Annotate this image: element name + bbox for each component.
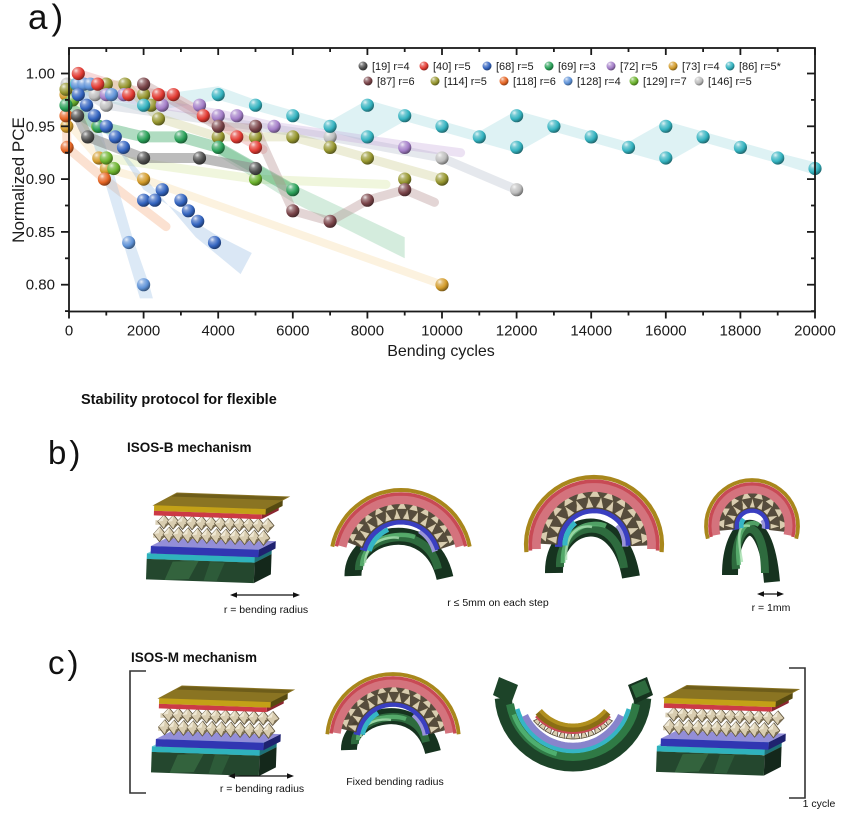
- svg-text:8000: 8000: [351, 323, 384, 340]
- svg-text:[72] r=5: [72] r=5: [620, 61, 658, 73]
- svg-text:c): c): [48, 644, 82, 681]
- svg-text:0.95: 0.95: [26, 118, 55, 135]
- svg-text:[128] r=4: [128] r=4: [577, 76, 621, 88]
- svg-text:[118] r=6: [118] r=6: [513, 76, 556, 88]
- svg-text:4000: 4000: [202, 323, 235, 340]
- svg-text:[114] r=5: [114] r=5: [444, 76, 487, 88]
- svg-text:[19] r=4: [19] r=4: [372, 61, 410, 73]
- svg-text:18000: 18000: [720, 323, 762, 340]
- svg-text:Stability protocol for flexibl: Stability protocol for flexible: [81, 392, 277, 408]
- svg-text:a): a): [28, 0, 67, 37]
- svg-text:Normalized PCE: Normalized PCE: [9, 117, 28, 243]
- svg-text:12000: 12000: [496, 323, 538, 340]
- svg-text:[146] r=5: [146] r=5: [708, 76, 752, 88]
- svg-text:r = bending radius: r = bending radius: [224, 604, 308, 616]
- svg-text:r ≤ 5mm on each step: r ≤ 5mm on each step: [447, 597, 549, 609]
- svg-text:[86] r=5*: [86] r=5*: [739, 61, 782, 73]
- svg-text:[40] r=5: [40] r=5: [433, 61, 471, 73]
- svg-text:ISOS-M mechanism: ISOS-M mechanism: [131, 650, 257, 665]
- svg-text:ISOS-B mechanism: ISOS-B mechanism: [127, 440, 252, 455]
- svg-text:Fixed bending radius: Fixed bending radius: [346, 776, 443, 788]
- svg-text:[69] r=3: [69] r=3: [558, 61, 596, 73]
- svg-text:0.90: 0.90: [26, 171, 55, 188]
- svg-text:[73] r=4: [73] r=4: [682, 61, 720, 73]
- svg-text:[87] r=6: [87] r=6: [377, 76, 415, 88]
- svg-text:0.80: 0.80: [26, 277, 55, 294]
- svg-text:1 cycle: 1 cycle: [803, 798, 836, 810]
- svg-text:20000: 20000: [794, 323, 836, 340]
- svg-text:Bending cycles: Bending cycles: [387, 343, 495, 360]
- svg-text:6000: 6000: [276, 323, 309, 340]
- svg-text:r = bending radius: r = bending radius: [220, 783, 304, 795]
- svg-text:b): b): [48, 434, 83, 471]
- svg-text:0.85: 0.85: [26, 224, 55, 241]
- svg-text:16000: 16000: [645, 323, 687, 340]
- svg-text:r = 1mm: r = 1mm: [752, 602, 791, 614]
- svg-text:0: 0: [65, 323, 73, 340]
- svg-text:14000: 14000: [570, 323, 612, 340]
- svg-text:2000: 2000: [127, 323, 160, 340]
- svg-text:1.00: 1.00: [26, 66, 55, 83]
- svg-text:[129] r=7: [129] r=7: [643, 76, 687, 88]
- svg-text:10000: 10000: [421, 323, 463, 340]
- svg-text:[68] r=5: [68] r=5: [496, 61, 534, 73]
